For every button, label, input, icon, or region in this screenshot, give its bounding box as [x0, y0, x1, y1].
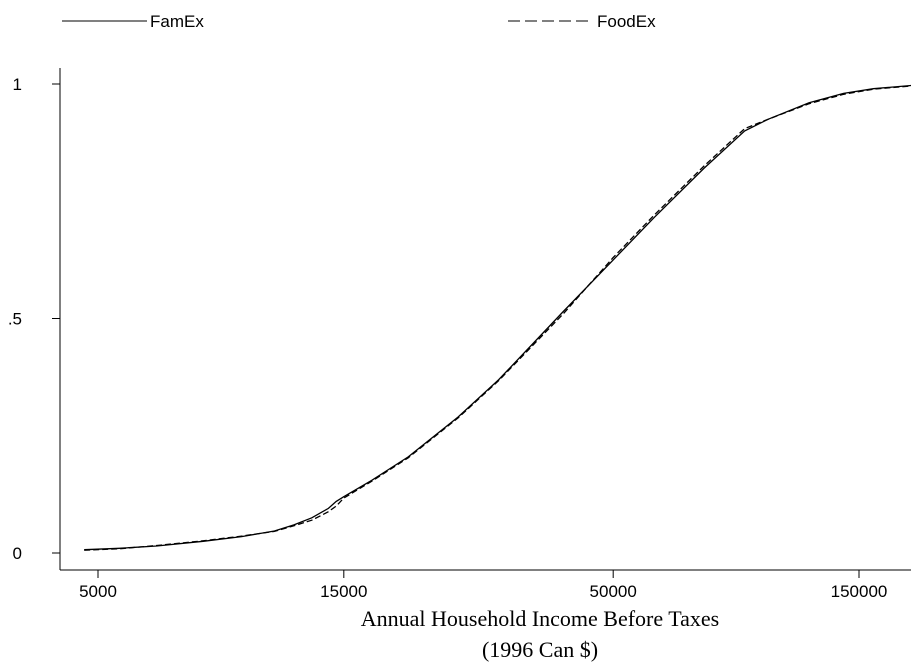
series-line-foodex — [84, 85, 911, 551]
y-tick-label: 0 — [13, 544, 22, 563]
x-tick-label: 15000 — [320, 582, 367, 601]
y-tick-label: .5 — [8, 310, 22, 329]
x-tick-label: 150000 — [831, 582, 888, 601]
legend-label-famex: FamEx — [150, 12, 204, 31]
x-ticks: 5000 15000 50000 150000 — [79, 570, 887, 601]
y-ticks: 0.51 — [8, 75, 60, 563]
x-tick-label: 5000 — [79, 582, 117, 601]
series-line-famex — [84, 84, 911, 551]
x-tick-label: 50000 — [590, 582, 637, 601]
x-axis-title: Annual Household Income Before Taxes — [361, 606, 720, 631]
x-axis-title-line2: (1996 Can $) — [482, 637, 598, 662]
y-tick-label: 1 — [13, 75, 22, 94]
legend-label-foodex: FoodEx — [597, 12, 656, 31]
legend: FamEx FoodEx — [62, 12, 656, 31]
series-lines — [84, 84, 911, 551]
